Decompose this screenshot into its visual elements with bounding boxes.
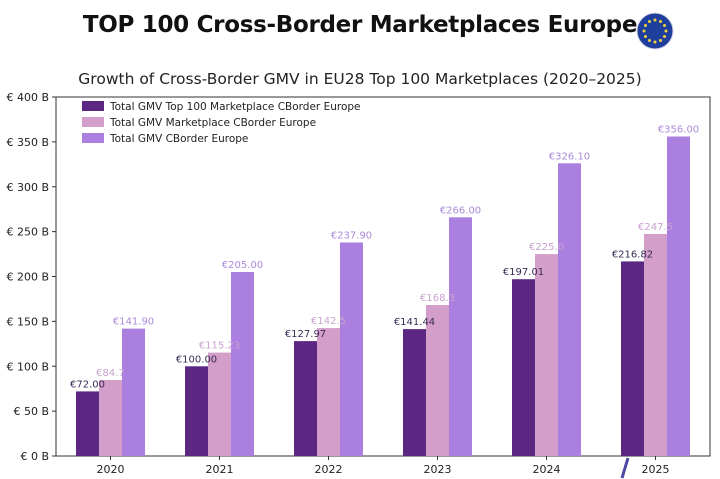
y-tick-label: € 0 B <box>20 450 49 463</box>
y-tick-label: € 150 B <box>6 315 49 328</box>
flag-star <box>659 19 662 23</box>
x-tick-label: 2024 <box>533 463 561 476</box>
page-title: TOP 100 Cross-Border Marketplaces Europe <box>82 12 638 38</box>
data-label: €197.01 <box>503 267 544 278</box>
eu-flag-icon <box>636 12 674 50</box>
flag-star <box>659 39 662 43</box>
data-label: €115.23 <box>199 341 240 352</box>
data-label: €141.44 <box>394 317 435 328</box>
flag-star <box>643 35 647 38</box>
y-tick-label: € 350 B <box>6 136 49 149</box>
y-tick-label: € 100 B <box>6 360 49 373</box>
header: TOP 100 Cross-Border Marketplaces Europe <box>0 0 720 55</box>
bar-2025-series-1 <box>621 261 644 456</box>
plot-frame <box>55 96 711 457</box>
y-tick-label: € 400 B <box>6 91 49 104</box>
y-tick-label: € 50 B <box>13 405 49 418</box>
legend-swatch <box>82 133 104 143</box>
data-label: €168.3 <box>420 293 455 304</box>
data-label: €326.10 <box>549 151 590 162</box>
x-tick-label: 2022 <box>315 463 343 476</box>
legend: Total GMV Top 100 Marketplace CBorder Eu… <box>82 101 361 145</box>
data-label: €266.00 <box>440 205 481 216</box>
bar-2022-series-2 <box>317 328 340 456</box>
data-label: €237.90 <box>331 231 372 242</box>
x-tick-label: 2023 <box>424 463 452 476</box>
y-tick-label: € 250 B <box>6 226 49 239</box>
data-labels: €72.00€84.7 €141.90 €100.00 €115.23 €205.00 €… <box>70 125 699 391</box>
bar-2023-series-3 <box>449 217 472 456</box>
bar-2023-series-1 <box>403 329 426 456</box>
y-tick-label: € 200 B <box>6 271 49 284</box>
data-label: €356.00 <box>658 125 699 136</box>
x-tick-label: 2020 <box>97 463 125 476</box>
bar-2025-series-3 <box>667 136 690 456</box>
data-label: €84.7 <box>96 368 125 379</box>
bar-2022-series-3 <box>340 242 363 456</box>
x-tick-label: 2025 <box>642 463 670 476</box>
flag-star <box>642 29 646 33</box>
flag-star <box>648 19 651 23</box>
bar-2021-series-1 <box>185 366 208 457</box>
data-label: €72.00 <box>70 379 105 390</box>
flag-star <box>663 35 667 38</box>
bar-2021-series-3 <box>231 272 254 456</box>
flag-star <box>653 40 657 44</box>
bar-2023-series-2 <box>426 305 449 456</box>
y-tick-label: € 300 B <box>6 181 49 194</box>
bar-2022-series-1 <box>294 341 317 456</box>
chart-title: Growth of Cross-Border GMV in EU28 Top 1… <box>78 70 642 88</box>
bar-2020-series-3 <box>122 328 145 456</box>
data-label: €100.00 <box>176 354 217 365</box>
legend-entry: Total GMV CBorder Europe <box>109 133 248 145</box>
data-label: €141.90 <box>113 317 154 328</box>
data-label: €142.5 <box>311 316 346 327</box>
bar-2024-series-3 <box>558 163 581 457</box>
bar-2021-series-2 <box>208 352 231 456</box>
bar-2024-series-2 <box>535 254 558 456</box>
flag-star <box>643 24 647 27</box>
annotation-arrow <box>620 457 630 479</box>
axes: € 0 B € 50 B € 100 B € 150 B € 200 B € 250 B €… <box>6 91 711 476</box>
flag-star <box>663 24 667 27</box>
legend-swatch <box>82 117 104 127</box>
data-label: €127.97 <box>285 329 326 340</box>
data-label: €247.5 <box>638 222 673 233</box>
flag-star <box>653 18 657 22</box>
data-label: €205.00 <box>222 260 263 271</box>
legend-entry: Total GMV Marketplace CBorder Europe <box>109 117 316 129</box>
bar-2024-series-1 <box>512 279 535 456</box>
bar-2020-series-2 <box>99 380 122 456</box>
data-label: €216.82 <box>612 249 653 260</box>
flag-star <box>664 29 668 33</box>
legend-swatch <box>82 101 104 111</box>
bar-2020-series-1 <box>76 391 99 456</box>
bars <box>76 136 690 457</box>
x-tick-label: 2021 <box>206 463 234 476</box>
legend-entry: Total GMV Top 100 Marketplace CBorder Eu… <box>109 101 361 113</box>
bar-2025-series-2 <box>644 233 667 456</box>
flag-star <box>648 39 651 43</box>
data-label: €225.0 <box>529 242 564 253</box>
